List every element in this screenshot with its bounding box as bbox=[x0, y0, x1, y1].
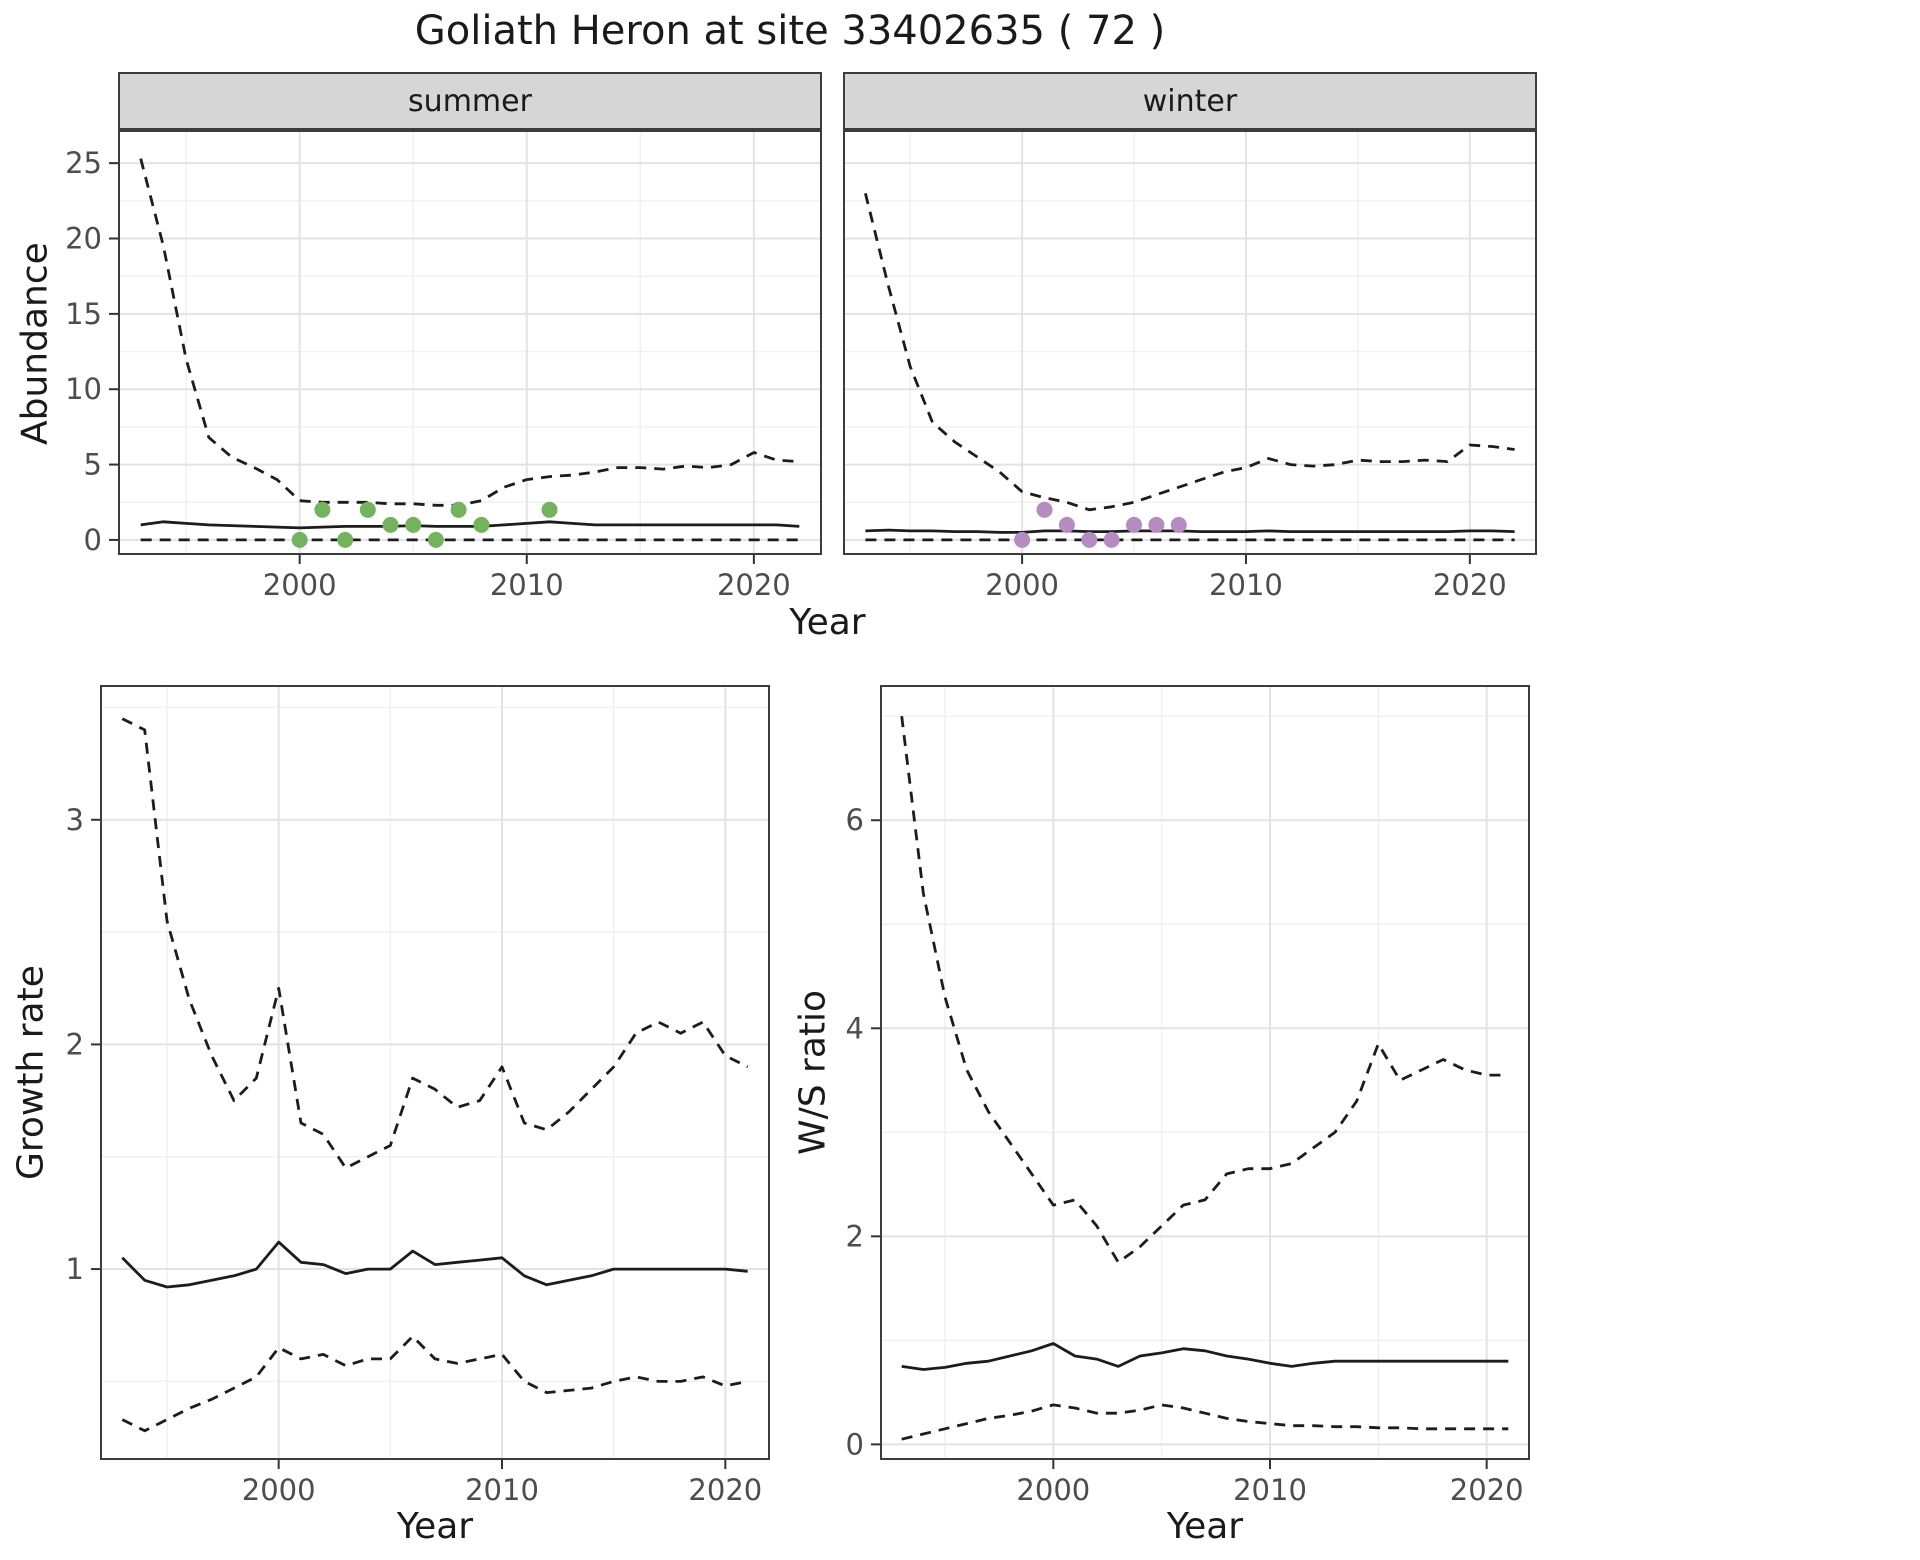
svg-text:2000: 2000 bbox=[242, 1473, 316, 1505]
svg-text:2: 2 bbox=[846, 1219, 864, 1253]
svg-text:2010: 2010 bbox=[465, 1473, 539, 1505]
svg-text:2010: 2010 bbox=[1233, 1473, 1307, 1505]
svg-text:15: 15 bbox=[65, 297, 102, 331]
svg-text:1: 1 bbox=[66, 1252, 84, 1286]
svg-text:10: 10 bbox=[65, 372, 102, 406]
svg-text:5: 5 bbox=[84, 448, 102, 482]
svg-text:2: 2 bbox=[66, 1027, 84, 1061]
facet-strip-winter: winter bbox=[843, 72, 1537, 130]
svg-text:2010: 2010 bbox=[490, 568, 564, 600]
svg-text:2000: 2000 bbox=[985, 568, 1059, 600]
svg-text:25: 25 bbox=[65, 146, 102, 180]
chart-title: Goliath Heron at site 33402635 ( 72 ) bbox=[414, 8, 1166, 54]
growth-rate-plot: 2000 2010 2020 1 2 3 bbox=[66, 685, 770, 1505]
year-axis-title-ws: Year bbox=[1166, 1506, 1244, 1547]
facet-strip-summer-label: summer bbox=[408, 83, 532, 119]
svg-text:2000: 2000 bbox=[263, 568, 337, 600]
svg-text:6: 6 bbox=[846, 803, 864, 837]
abundance-axis-title: Abundance bbox=[14, 242, 56, 445]
facet-strip-winter-label: winter bbox=[1142, 83, 1238, 119]
svg-text:0: 0 bbox=[846, 1427, 864, 1461]
svg-text:20: 20 bbox=[65, 222, 102, 256]
svg-text:2020: 2020 bbox=[1450, 1473, 1524, 1505]
year-axis-title-growth: Year bbox=[396, 1506, 474, 1547]
svg-text:0: 0 bbox=[84, 523, 102, 557]
svg-text:4: 4 bbox=[846, 1011, 864, 1045]
year-axis-title-top: Year bbox=[789, 602, 866, 643]
svg-text:2020: 2020 bbox=[717, 568, 791, 600]
svg-text:3: 3 bbox=[66, 803, 84, 837]
svg-text:2020: 2020 bbox=[688, 1473, 762, 1505]
svg-text:2010: 2010 bbox=[1209, 568, 1283, 600]
svg-text:2000: 2000 bbox=[1016, 1473, 1090, 1505]
svg-text:2020: 2020 bbox=[1433, 568, 1507, 600]
ws-ratio-plot: 2000 2010 2020 0 2 4 6 bbox=[846, 685, 1530, 1505]
summer-abundance-plot: 2000 2010 2020 0 5 10 15 20 25 bbox=[65, 130, 822, 600]
facet-strip-summer: summer bbox=[118, 72, 822, 130]
winter-abundance-plot: 2000 2010 2020 bbox=[843, 130, 1537, 600]
